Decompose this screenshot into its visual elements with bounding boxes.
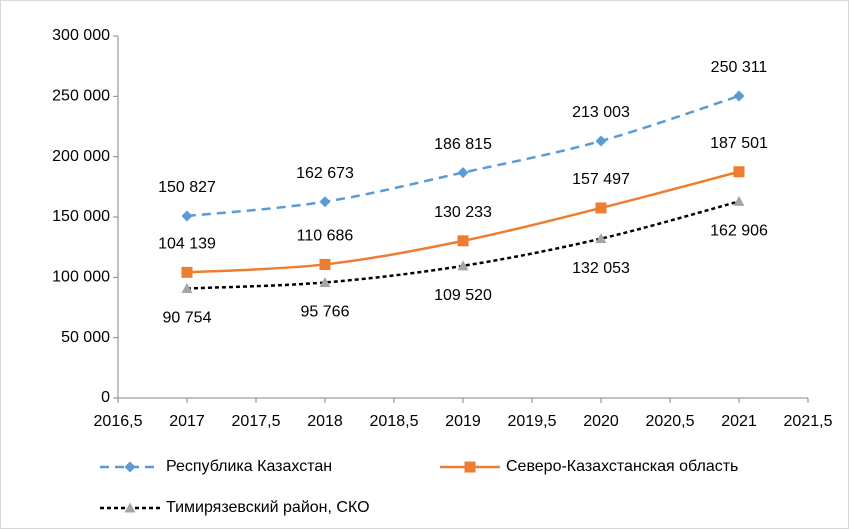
data-point <box>319 196 331 208</box>
y-tick-label: 50 000 <box>61 329 110 346</box>
data-label: 110 686 <box>297 228 354 245</box>
data-point <box>181 282 193 293</box>
data-point <box>457 235 469 247</box>
data-point <box>595 135 607 147</box>
data-label: 187 501 <box>710 135 768 152</box>
data-point <box>181 210 193 222</box>
x-tick-label: 2020 <box>583 413 619 430</box>
legend-marker <box>124 502 136 513</box>
x-tick-label: 2021 <box>721 413 757 430</box>
x-tick-label: 2017,5 <box>232 413 281 430</box>
data-label: 213 003 <box>572 104 630 121</box>
data-point <box>319 276 331 287</box>
data-label: 150 827 <box>158 179 216 196</box>
y-tick-label: 250 000 <box>52 88 110 105</box>
data-point <box>457 167 469 179</box>
legend-marker <box>464 461 476 473</box>
y-tick-label: 100 000 <box>52 269 110 286</box>
series-line <box>186 94 740 218</box>
legend-label: Северо-Казахстанская область <box>506 458 738 475</box>
data-label: 186 815 <box>434 136 492 153</box>
data-label: 90 754 <box>163 310 212 327</box>
x-tick-label: 2020,5 <box>646 413 695 430</box>
y-tick-label: 150 000 <box>52 208 110 225</box>
data-label: 109 520 <box>434 287 492 304</box>
legend-label: Тимирязевский район, СКО <box>166 499 370 516</box>
x-tick-label: 2018,5 <box>370 413 419 430</box>
data-label: 162 673 <box>296 165 354 182</box>
y-tick-label: 200 000 <box>52 148 110 165</box>
x-tick-label: 2019 <box>445 413 481 430</box>
data-point <box>595 202 607 214</box>
data-label: 157 497 <box>572 171 630 188</box>
x-tick-label: 2021,5 <box>784 413 833 430</box>
data-label: 95 766 <box>301 304 350 321</box>
data-label: 162 906 <box>710 223 768 240</box>
legend-label: Республика Казахстан <box>166 458 332 475</box>
data-point <box>457 260 469 271</box>
data-point <box>733 90 745 102</box>
y-tick-label: 300 000 <box>52 27 110 44</box>
x-tick-label: 2018 <box>307 413 343 430</box>
x-tick-label: 2017 <box>169 413 205 430</box>
x-tick-label: 2016,5 <box>94 413 143 430</box>
y-tick-label: 0 <box>101 389 110 406</box>
data-point <box>319 258 331 270</box>
data-point <box>181 266 193 278</box>
legend-marker <box>124 461 136 473</box>
data-point <box>733 166 745 178</box>
series-line <box>186 200 740 290</box>
data-point <box>595 233 607 244</box>
data-label: 250 311 <box>711 59 768 76</box>
data-point <box>733 195 745 206</box>
data-label: 104 139 <box>158 236 216 253</box>
data-label: 132 053 <box>572 260 630 277</box>
x-tick-label: 2019,5 <box>508 413 557 430</box>
data-label: 130 233 <box>434 204 492 221</box>
